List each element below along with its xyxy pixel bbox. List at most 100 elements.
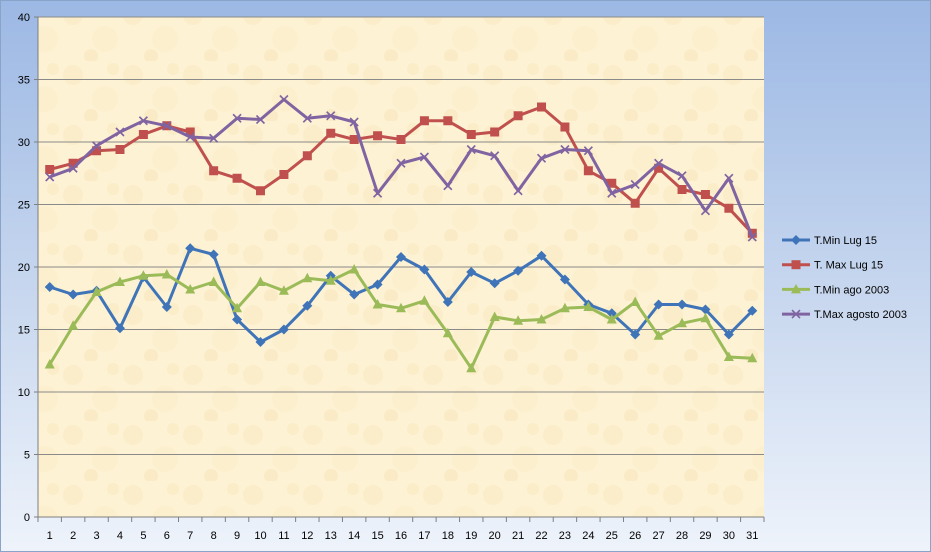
- data-point: [302, 113, 312, 123]
- data-point: [44, 359, 55, 369]
- x-tick-label: 30: [723, 530, 735, 542]
- data-point: [442, 327, 453, 338]
- data-point: [466, 144, 476, 155]
- data-point: [747, 232, 757, 242]
- x-tick-label: 2: [70, 530, 76, 542]
- data-point: [115, 127, 125, 137]
- data-point: [466, 267, 477, 277]
- data-point: [209, 133, 219, 143]
- data-point: [115, 145, 125, 154]
- x-tick-label: 24: [582, 530, 594, 542]
- data-point: [654, 163, 664, 173]
- data-point: [583, 301, 594, 311]
- data-point: [373, 188, 383, 198]
- x-tick-label: 31: [746, 530, 758, 542]
- data-point: [559, 302, 570, 313]
- x-tick-label: 8: [211, 530, 217, 542]
- data-point: [138, 130, 148, 139]
- data-point: [490, 127, 500, 137]
- data-point: [279, 170, 289, 179]
- data-point: [419, 152, 429, 162]
- legend-label: T.Max agosto 2003: [814, 309, 907, 321]
- data-point: [791, 309, 801, 319]
- data-point: [91, 141, 102, 151]
- data-point: [325, 275, 336, 285]
- data-point: [396, 252, 406, 262]
- x-tick-label: 9: [234, 530, 240, 542]
- y-tick-label: 10: [18, 387, 30, 399]
- data-point: [232, 314, 243, 325]
- x-tick-label: 20: [489, 530, 501, 542]
- data-point: [255, 186, 265, 196]
- x-tick-label: 10: [254, 530, 266, 542]
- data-point: [68, 289, 79, 300]
- data-point: [700, 190, 710, 199]
- data-point: [138, 116, 148, 126]
- data-point: [791, 260, 801, 270]
- x-tick-labels: 1 2 3 4 5 6 7 8 9 10 11 12 13 14 15 16 17 18 19 20 21 22 23 24 2…: [47, 530, 759, 542]
- data-point: [208, 249, 219, 260]
- x-tick-label: 1: [47, 530, 53, 542]
- x-tick-label: 15: [371, 530, 383, 542]
- data-point: [208, 276, 219, 286]
- data-point: [396, 135, 406, 144]
- data-point: [489, 278, 500, 289]
- data-point: [466, 130, 476, 139]
- data-point: [161, 269, 172, 279]
- x-tick-label: 16: [395, 530, 407, 542]
- data-point: [279, 94, 289, 105]
- data-point: [677, 299, 688, 310]
- data-point: [560, 144, 570, 155]
- y-tick-label: 30: [18, 137, 30, 149]
- legend: T.Min Lug 15 T. Max Lug 15 T.Min ago 2003 T…: [782, 235, 907, 321]
- data-point: [138, 270, 149, 280]
- data-point: [442, 297, 453, 307]
- data-point: [68, 320, 79, 330]
- data-point: [723, 329, 734, 340]
- x-tick-label: 19: [465, 530, 477, 542]
- data-point: [349, 135, 359, 144]
- y-tick-label: 35: [18, 75, 30, 87]
- x-tick-label: 25: [606, 530, 618, 542]
- data-point: [185, 284, 196, 294]
- data-point: [349, 117, 359, 127]
- data-point: [654, 158, 664, 168]
- data-point: [583, 146, 593, 156]
- data-point: [372, 279, 383, 290]
- data-point: [700, 206, 711, 216]
- data-point: [68, 158, 78, 168]
- data-point: [92, 146, 102, 156]
- y-tick-label: 40: [18, 12, 30, 24]
- data-point: [606, 308, 617, 319]
- data-point: [419, 295, 430, 305]
- data-point: [396, 158, 406, 168]
- data-point: [185, 127, 195, 137]
- data-point: [232, 173, 242, 183]
- data-point: [255, 276, 266, 286]
- data-point: [185, 243, 196, 254]
- x-tick-label: 13: [325, 530, 337, 542]
- data-point: [326, 111, 336, 121]
- x-tick-label: 6: [164, 530, 170, 542]
- data-point: [653, 330, 664, 340]
- data-point: [302, 272, 313, 283]
- data-point: [630, 198, 640, 208]
- x-tick-label: 23: [559, 530, 571, 542]
- y-tick-label: 15: [18, 325, 30, 337]
- legend-item: T.Min Lug 15: [782, 235, 877, 247]
- data-point: [700, 312, 711, 323]
- data-point: [443, 116, 453, 126]
- data-point: [723, 351, 734, 361]
- data-point: [209, 166, 219, 176]
- x-tick-label: 27: [652, 530, 664, 542]
- data-point: [278, 324, 289, 335]
- data-point: [677, 185, 687, 194]
- x-tick-label: 7: [187, 530, 193, 542]
- data-point: [114, 276, 125, 286]
- x-tick-label: 26: [629, 530, 641, 542]
- data-point: [700, 304, 711, 315]
- data-point: [45, 165, 55, 174]
- series: [45, 94, 757, 242]
- x-tick-label: 17: [418, 530, 430, 542]
